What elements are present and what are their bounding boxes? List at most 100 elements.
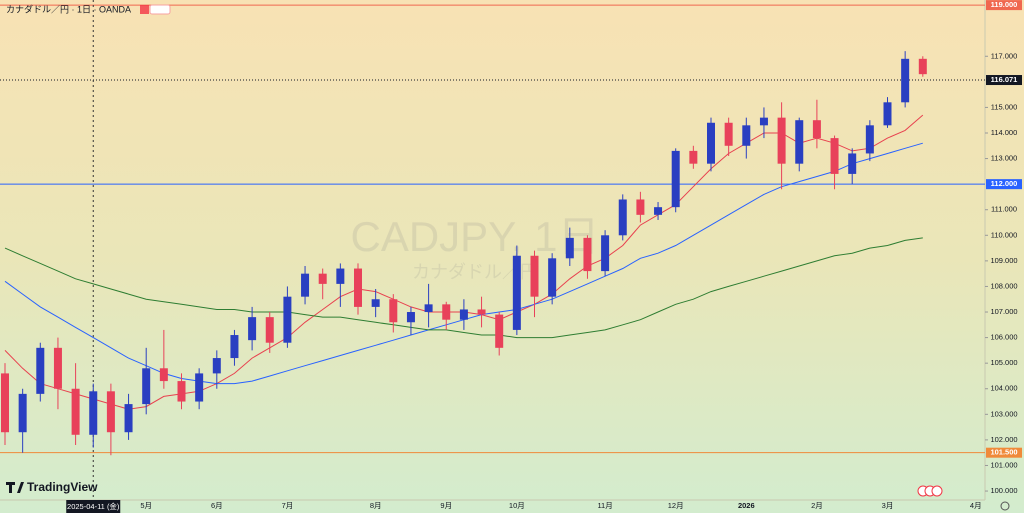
candle-body [459,309,468,320]
candle-body [106,391,115,433]
candle-body [901,58,910,103]
candle-body [636,199,645,215]
price-label-box [986,0,1022,11]
candle-body [371,299,380,307]
candle-body [18,393,27,433]
candle-body [248,317,257,341]
candle-body [406,312,415,323]
price-label: 116.071 [991,75,1018,84]
candle-body [477,309,486,315]
candle-body [159,368,168,382]
logo-icon [6,482,24,493]
chart-title: カナダドル／円 · 1日 · OANDA [6,3,131,14]
y-tick-label: 117.000 [991,51,1018,60]
candle-body [424,304,433,313]
candle-body [212,358,221,374]
candle-body [36,347,45,394]
candle-body [671,150,680,208]
y-tick-label: 100.000 [990,486,1017,495]
candle-body [707,122,715,164]
y-tick-label: 114.000 [991,128,1018,137]
y-tick-label: 109.000 [990,256,1017,265]
candle-body [689,150,698,164]
y-tick-label: 106.000 [990,333,1017,342]
x-tick-label: 6月 [211,501,223,510]
candle-body [724,122,733,146]
candle-body [777,117,786,164]
candle-body [177,381,186,402]
moving-average-line [4,237,923,339]
x-tick-label: 7月 [282,501,294,510]
y-tick-label: 103.000 [990,409,1017,418]
candle-body [830,138,839,174]
x-tick-label: 10月 [509,501,525,510]
watermark-subtitle: カナダドル／円 [412,262,538,282]
x-tick-label: 8月 [370,501,382,510]
candle-body [601,235,610,272]
candle-body [283,296,292,343]
candle-body [795,120,804,164]
candle-body [195,373,204,402]
logo-text: TradingView [27,480,98,494]
x-tick-label: 9月 [440,501,452,510]
candle-body [812,120,821,139]
candle-body [742,125,751,146]
candle-body [512,255,521,330]
candle-body [918,58,927,75]
price-label-box [986,447,1022,458]
x-tick-label: 4月 [970,501,982,510]
y-tick-label: 111.000 [991,205,1017,214]
y-tick-label: 102.000 [990,435,1017,444]
x-tick-label: 5月 [140,501,152,510]
crosshair-label: 2025-04-11 (金) [67,501,120,511]
y-tick-label: 107.000 [990,307,1017,316]
candle-body [265,317,274,343]
candle-body [848,153,857,174]
watermark: CADJPY, 1日 [351,213,600,260]
candle-body [495,314,504,348]
y-tick-label: 113.000 [991,154,1018,163]
price-label: 112.000 [991,179,1018,188]
candle-body [389,299,398,323]
y-tick-label: 115.000 [991,102,1018,111]
candle-body [442,304,451,320]
candle-body [124,404,133,433]
x-tick-label: 2026 [738,501,755,510]
candle-body [318,273,327,284]
candle-body [301,273,310,297]
candle-body [618,199,627,236]
candle-body [548,258,557,297]
candle-body [1,373,9,433]
plot: 100.000 101.000 102.000 103.000 104.000 105.0… [0,0,1018,500]
candle-body [759,117,768,126]
flag-icon [140,5,149,14]
price-label-box [986,179,1022,190]
candle-body [230,335,239,359]
settings-icon[interactable] [1000,501,1010,511]
candle-body [583,237,592,272]
candle-body [883,102,892,126]
x-tick-label: 2月 [811,501,823,510]
price-label: 101.500 [990,448,1017,457]
x-tick-label: 11月 [597,501,612,510]
x-tick-label: 3月 [882,501,894,510]
candle-body [565,237,574,259]
logo: TradingView [6,480,98,494]
candle-body [654,207,663,215]
y-tick-label: 105.000 [990,358,1017,367]
candle-body [865,125,874,154]
candle-body [71,388,80,435]
replay-controls[interactable] [917,485,943,497]
crosshair-label-box [66,500,121,513]
y-tick-label: 101.000 [990,460,1017,469]
candle-body [354,268,362,307]
candle-body [530,255,539,297]
price-label-box [986,75,1022,86]
y-tick-label: 108.000 [990,281,1017,290]
price-label: 119.000 [991,0,1018,9]
y-tick-label: 104.000 [990,384,1017,393]
indicator-toggle[interactable] [149,4,171,15]
y-tick-label: 110.000 [991,230,1018,239]
candle-body [89,391,98,435]
